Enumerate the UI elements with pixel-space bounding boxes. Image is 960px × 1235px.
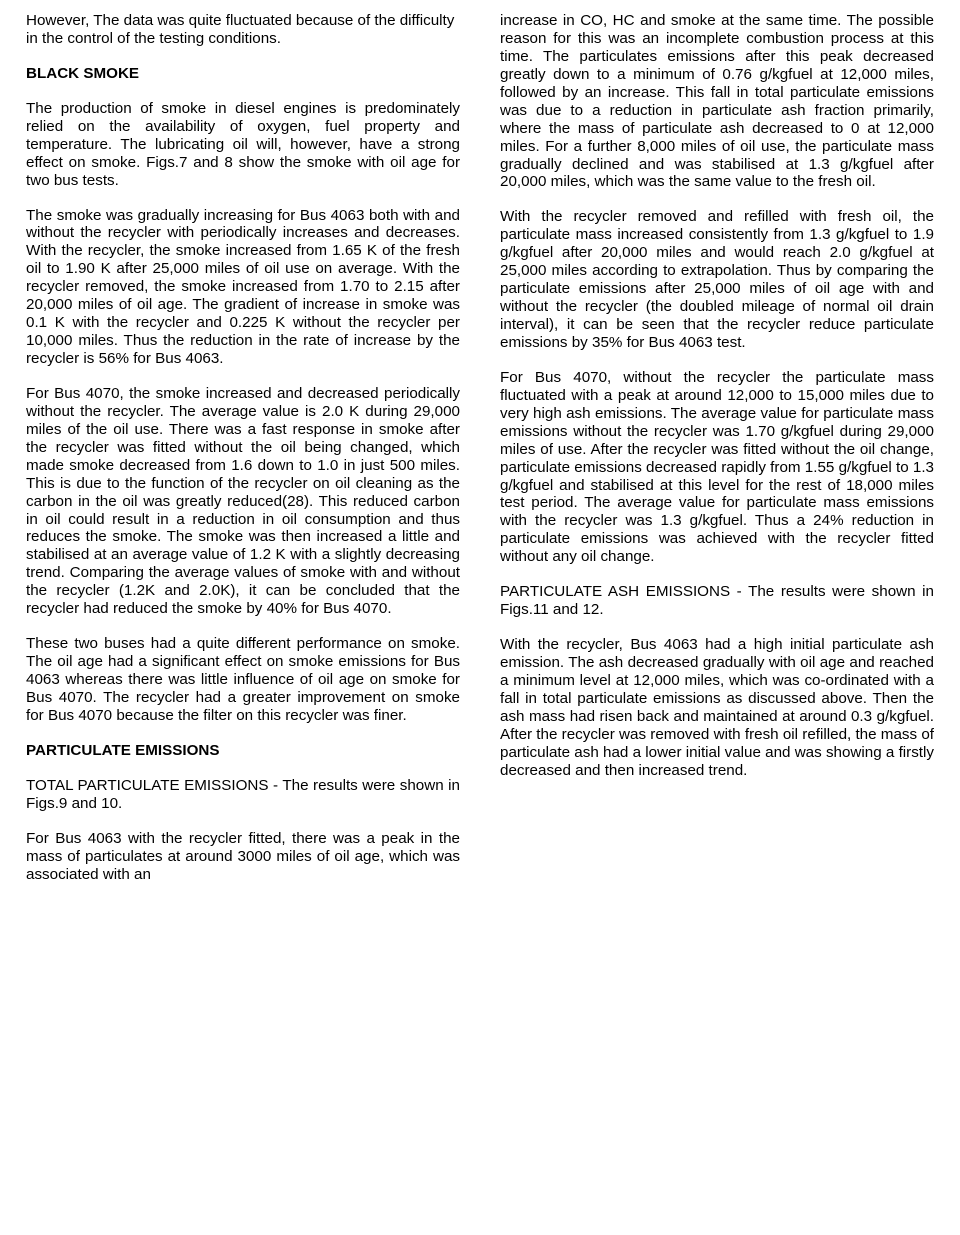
paragraph: The production of smoke in diesel engine… <box>26 100 460 190</box>
paragraph: With the recycler, Bus 4063 had a high i… <box>500 636 934 780</box>
paragraph: increase in CO, HC and smoke at the same… <box>500 12 934 191</box>
paragraph: However, The data was quite fluctuated b… <box>26 12 460 48</box>
paragraph: These two buses had a quite different pe… <box>26 635 460 725</box>
heading-black-smoke: BLACK SMOKE <box>26 65 460 83</box>
paragraph: For Bus 4070, the smoke increased and de… <box>26 385 460 618</box>
heading-particulate-emissions: PARTICULATE EMISSIONS <box>26 742 460 760</box>
paragraph: For Bus 4070, without the recycler the p… <box>500 369 934 566</box>
paragraph: TOTAL PARTICULATE EMISSIONS - The result… <box>26 777 460 813</box>
paragraph: For Bus 4063 with the recycler fitted, t… <box>26 830 460 884</box>
paragraph: PARTICULATE ASH EMISSIONS - The results … <box>500 583 934 619</box>
two-column-layout: However, The data was quite fluctuated b… <box>26 12 934 1222</box>
paragraph: The smoke was gradually increasing for B… <box>26 207 460 368</box>
paragraph: With the recycler removed and refilled w… <box>500 208 934 352</box>
